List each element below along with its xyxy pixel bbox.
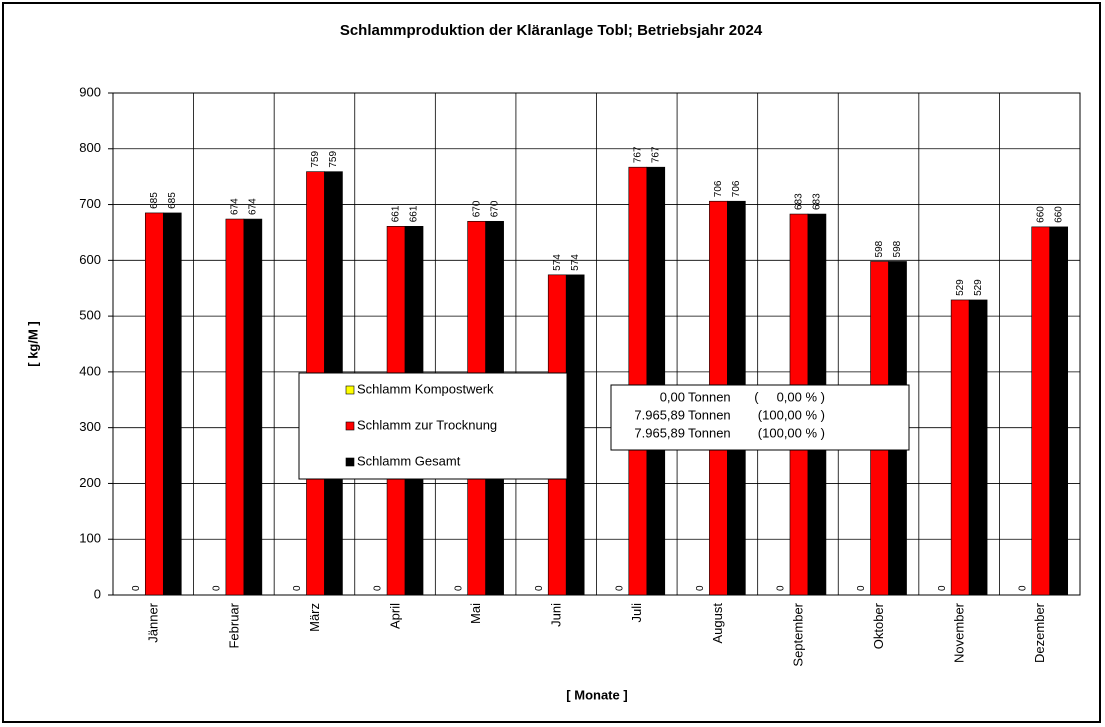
y-tick-label: 200 (79, 475, 101, 490)
value-label: 661 (409, 205, 420, 222)
x-tick-label: Juli (629, 603, 644, 623)
value-label: 685 (149, 192, 160, 209)
value-label: 0 (131, 585, 142, 591)
value-label: 759 (328, 151, 339, 168)
value-label: 0 (856, 585, 867, 591)
value-label: 598 (874, 240, 885, 257)
summary-box: 0,00 Tonnen( 0,00 % )7.965,89 Tonnen (100,0… (610, 384, 910, 451)
summary-percent: ( 0,00 % ) (754, 389, 825, 404)
summary-percent: (100,00 % ) (758, 425, 825, 440)
y-tick-label: 500 (79, 308, 101, 323)
x-tick-label: Jänner (146, 602, 161, 642)
x-tick-label: Mai (468, 603, 483, 624)
value-label: 0 (453, 585, 464, 591)
value-label: 0 (292, 585, 303, 591)
y-axis-label: [ kg/M ] (25, 321, 40, 367)
value-label: 759 (310, 151, 321, 168)
legend-label: Schlamm Gesamt (357, 453, 461, 468)
value-label: 598 (892, 240, 903, 257)
bar (646, 166, 666, 596)
y-tick-label: 800 (79, 140, 101, 155)
value-label: 706 (731, 180, 742, 197)
x-tick-label: September (790, 602, 805, 666)
x-tick-label: Februar (226, 602, 241, 648)
legend: Schlamm Kompostwerk Schlamm zur Trocknung… (298, 372, 568, 480)
value-label: 0 (212, 585, 223, 591)
x-tick-label: März (307, 603, 322, 632)
y-tick-label: 400 (79, 363, 101, 378)
summary-frame (610, 384, 910, 451)
bar (968, 299, 988, 596)
bar (243, 218, 263, 596)
legend-swatch (345, 421, 355, 431)
value-label: 670 (471, 200, 482, 217)
bar (1031, 226, 1051, 596)
y-tick-label: 300 (79, 419, 101, 434)
summary-unit: Tonnen (688, 407, 731, 422)
bar (162, 212, 182, 596)
value-label: 529 (973, 279, 984, 296)
value-label: 660 (1053, 206, 1064, 223)
value-label: 683 (794, 193, 805, 210)
x-tick-label: Dezember (1032, 602, 1047, 663)
y-tick-label: 700 (79, 196, 101, 211)
value-label: 767 (632, 146, 643, 163)
legend-swatch (345, 385, 355, 395)
bar (565, 274, 585, 596)
bar (225, 218, 245, 596)
value-label: 574 (552, 254, 563, 271)
legend-box (298, 372, 568, 480)
bar (144, 212, 164, 596)
summary-amount: 7.965,89 (634, 407, 685, 422)
x-tick-label: April (387, 603, 402, 629)
value-label: 767 (650, 146, 661, 163)
value-label: 0 (614, 585, 625, 591)
y-tick-label: 100 (79, 531, 101, 546)
summary-amount: 7.965,89 (634, 425, 685, 440)
value-label: 674 (230, 198, 241, 215)
value-label: 661 (391, 205, 402, 222)
value-label: 0 (776, 585, 787, 591)
value-label: 0 (1017, 585, 1028, 591)
value-label: 683 (812, 193, 823, 210)
x-axis-label: [ Monate ] (566, 687, 627, 702)
y-tick-label: 0 (94, 586, 101, 601)
summary-unit: Tonnen (688, 425, 731, 440)
summary-unit: Tonnen (688, 389, 731, 404)
value-label: 0 (534, 585, 545, 591)
value-label: 0 (937, 585, 948, 591)
value-label: 0 (373, 585, 384, 591)
summary-percent: (100,00 % ) (758, 407, 825, 422)
legend-label: Schlamm Kompostwerk (357, 381, 494, 396)
x-tick-label: August (710, 603, 725, 644)
value-label: 660 (1035, 206, 1046, 223)
x-tick-label: Juni (549, 603, 564, 627)
value-label: 706 (713, 180, 724, 197)
legend-label: Schlamm zur Trocknung (357, 417, 497, 432)
summary-amount: 0,00 (660, 389, 685, 404)
y-tick-label: 900 (79, 84, 101, 99)
value-label: 670 (489, 200, 500, 217)
value-label: 674 (248, 198, 259, 215)
bar (950, 299, 970, 596)
value-label: 0 (695, 585, 706, 591)
value-label: 574 (570, 254, 581, 271)
value-label: 685 (167, 192, 178, 209)
y-tick-label: 600 (79, 252, 101, 267)
x-tick-label: November (952, 602, 967, 663)
value-label: 529 (955, 279, 966, 296)
x-tick-label: Oktober (871, 602, 886, 649)
bar (1049, 226, 1069, 596)
chart-title: Schlammproduktion der Kläranlage Tobl; B… (340, 22, 763, 39)
bar (628, 166, 648, 596)
legend-swatch (345, 457, 355, 467)
